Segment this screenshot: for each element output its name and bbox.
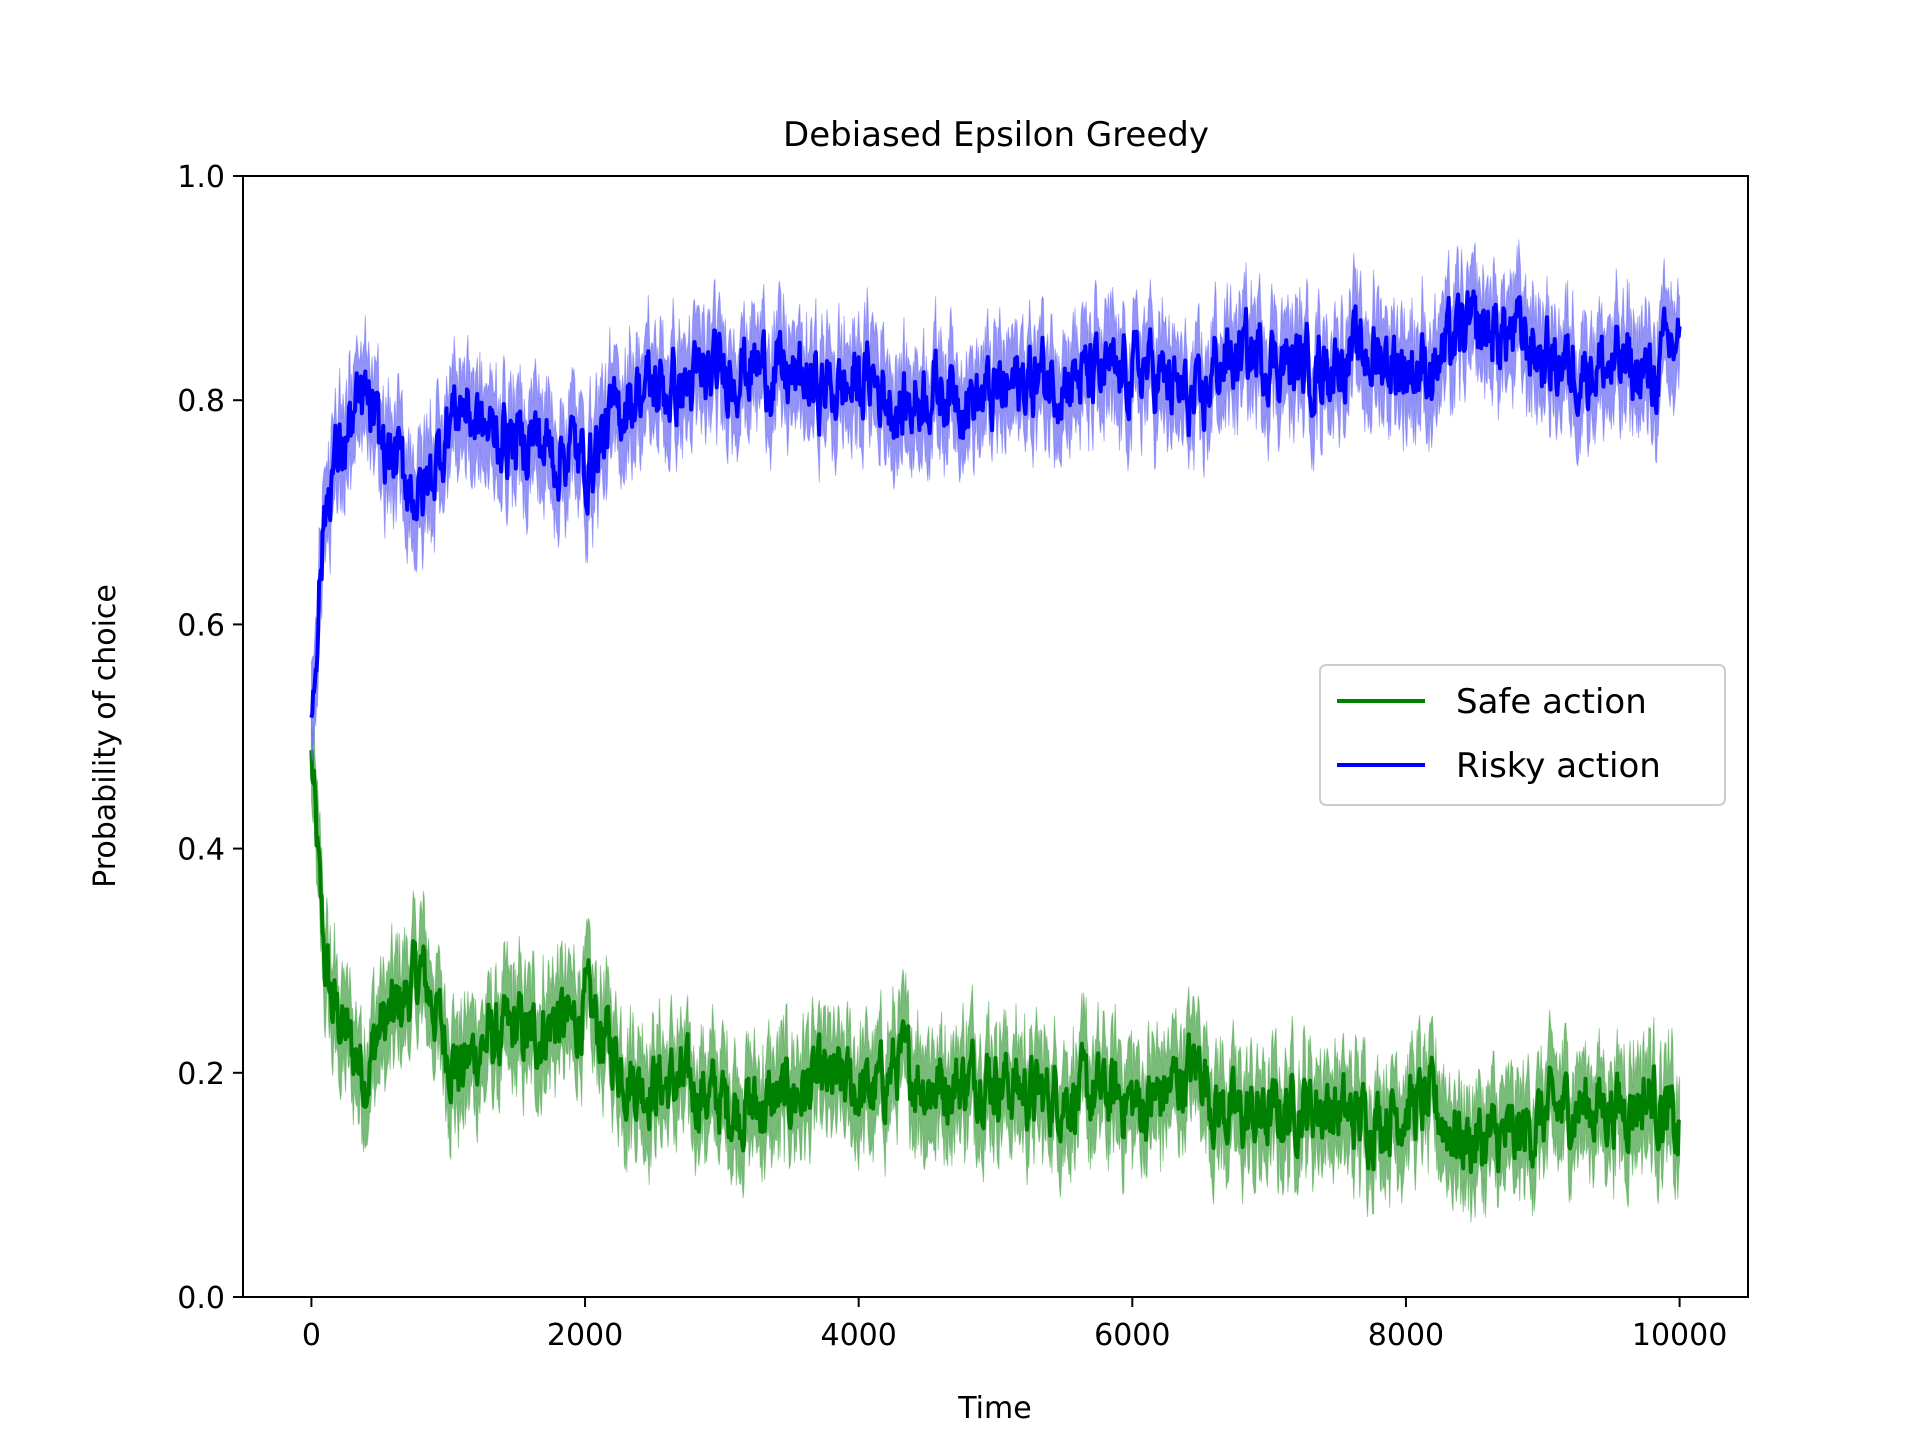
- legend-label-safe-action: Safe action: [1456, 682, 1647, 722]
- x-tick-label: 4000: [821, 1318, 897, 1353]
- legend-label-risky-action: Risky action: [1456, 746, 1661, 786]
- y-axis-label: Probability of choice: [88, 584, 123, 888]
- y-tick-label: 0.4: [177, 833, 225, 868]
- plot-area: [309, 239, 1682, 1223]
- x-tick-label: 8000: [1368, 1318, 1444, 1353]
- series-line-risky-action: [309, 289, 1682, 719]
- plot-frame: [242, 175, 1749, 1298]
- axis-ticks: 0 2000 4000 6000 8000 10000 0.0 0.2 0.4 0.6 0.8 1.0: [177, 160, 1727, 1353]
- x-tick-label: 10000: [1632, 1318, 1727, 1353]
- x-tick-label: 2000: [547, 1318, 623, 1353]
- x-tick-label: 6000: [1094, 1318, 1170, 1353]
- series-line-safe-action: [309, 750, 1682, 1175]
- y-tick-label: 0.2: [177, 1057, 225, 1092]
- y-tick-label: 0.6: [177, 608, 225, 643]
- y-tick-label: 0.0: [177, 1281, 225, 1316]
- legend: Safe action Risky action: [1319, 664, 1726, 806]
- chart-title: Debiased Epsilon Greedy: [783, 115, 1209, 155]
- x-axis-label: Time: [957, 1391, 1031, 1426]
- x-tick-label: 0: [302, 1318, 321, 1353]
- y-tick-label: 0.8: [177, 384, 225, 419]
- y-tick-label: 1.0: [177, 160, 225, 195]
